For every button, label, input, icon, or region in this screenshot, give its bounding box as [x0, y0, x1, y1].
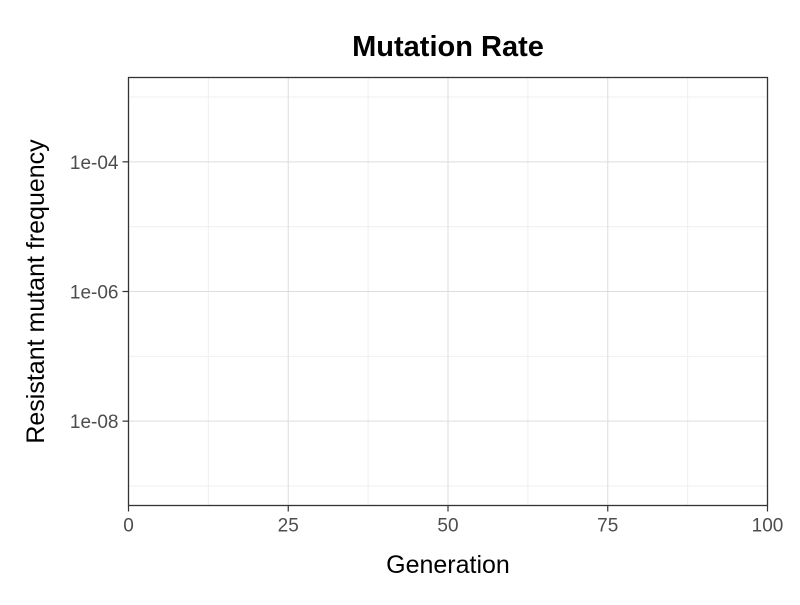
x-tick-label: 25 — [278, 516, 299, 537]
x-tick-label: 100 — [752, 516, 784, 537]
x-tick-label: 0 — [123, 516, 134, 537]
x-tick-label: 75 — [597, 516, 618, 537]
x-axis-ticks: 0 25 50 75 100 — [123, 505, 784, 537]
x-tick-label: 50 — [437, 516, 458, 537]
y-tick-label: 1e-06 — [70, 283, 119, 304]
y-axis-title: Resistant mutant frequency — [22, 139, 50, 444]
y-axis-ticks: 1e-08 1e-06 1e-04 — [70, 153, 129, 433]
y-tick-label: 1e-04 — [70, 153, 119, 174]
x-axis-title: Generation — [386, 551, 510, 579]
y-tick-label: 1e-08 — [70, 412, 119, 433]
chart-title: Mutation Rate — [352, 31, 544, 63]
major-grid — [128, 77, 768, 506]
